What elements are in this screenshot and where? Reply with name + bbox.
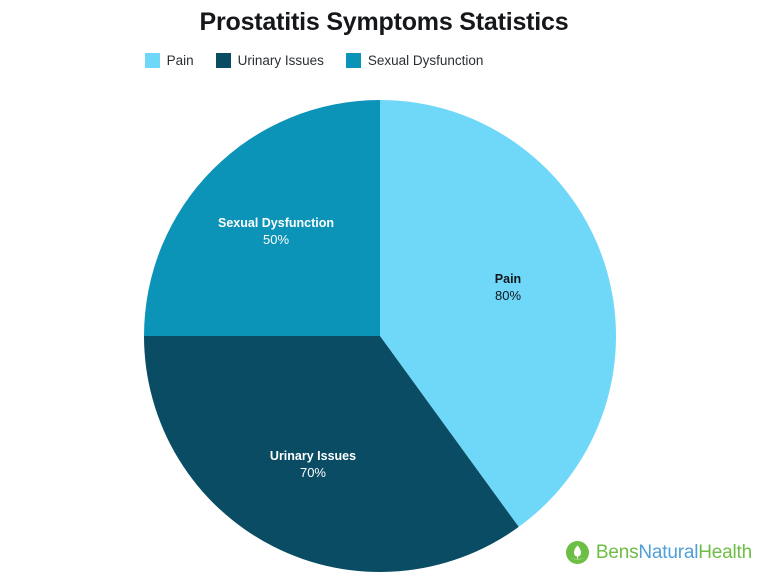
legend-swatch-icon (215, 53, 231, 68)
leaf-logo-icon (565, 541, 589, 564)
page-title: Prostatitis Symptoms Statistics (199, 8, 569, 36)
brand-logo: BensNaturalHealth (565, 541, 752, 564)
legend-swatch-icon (144, 53, 160, 68)
legend-item-pain[interactable]: Pain (144, 52, 194, 68)
chart-legend: Pain Urinary Issues Sexual Dysfunction (0, 53, 768, 68)
slice-label-value: 50% (262, 231, 290, 247)
slice-label-name: Sexual Dysfunction (218, 216, 334, 231)
slice-label-pain: Pain 80% (495, 272, 521, 304)
brand-wordmark: BensNaturalHealth (596, 543, 752, 562)
legend-item-sexual-dysfunction[interactable]: Sexual Dysfunction (345, 52, 484, 68)
pie-slice[interactable] (380, 100, 617, 527)
legend-item-label: Urinary Issues (237, 52, 324, 68)
legend-item-label: Sexual Dysfunction (367, 52, 484, 68)
brand-part-bens: Bens (595, 542, 639, 563)
legend-item-urinary-issues[interactable]: Urinary Issues (215, 52, 324, 68)
slice-label-value: 80% (494, 287, 522, 303)
slice-label-name: Pain (494, 272, 522, 287)
slice-label-value: 70% (299, 464, 327, 480)
slice-label-urinary-issues: Urinary Issues 70% (270, 449, 356, 481)
legend-item-label: Pain (166, 52, 194, 68)
slice-label-name: Urinary Issues (269, 449, 357, 464)
brand-part-natural: Natural (638, 542, 699, 563)
slice-label-sexual-dysfunction: Sexual Dysfunction 50% (218, 216, 334, 248)
brand-part-health: Health (698, 542, 752, 563)
legend-swatch-icon (345, 53, 361, 68)
